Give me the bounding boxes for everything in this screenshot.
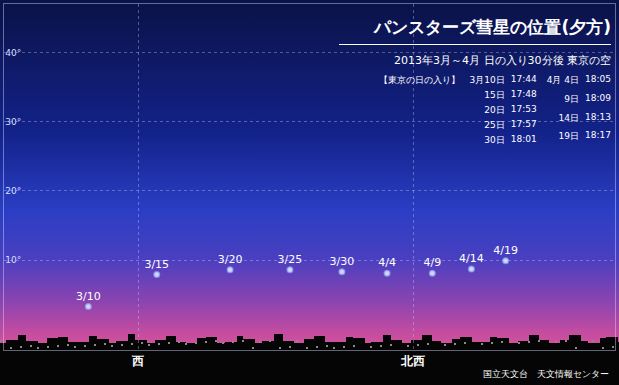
html-text:14日: 14日: [558, 112, 580, 123]
svg-text:40°: 40°: [5, 48, 21, 58]
html-text:9日: 9日: [564, 93, 580, 104]
svg-text:3/10: 3/10: [76, 290, 101, 303]
html-text:18:09: 18:09: [585, 92, 611, 103]
html-text:4月 4日: 4月 4日: [546, 75, 580, 85]
html-text:30日: 30日: [484, 135, 505, 145]
html-text:17:57: 17:57: [510, 119, 537, 129]
html-text:17:53: 17:53: [510, 104, 537, 114]
html-text:18:05: 18:05: [585, 74, 611, 84]
svg-text:4/19: 4/19: [493, 244, 518, 257]
svg-text:3/25: 3/25: [278, 253, 303, 266]
svg-text:4/14: 4/14: [459, 252, 484, 265]
html-text:3月10日: 3月10日: [469, 75, 505, 85]
svg-text:3/20: 3/20: [218, 253, 243, 266]
svg-text:北西: 北西: [400, 354, 425, 368]
html-text:パンスターズ彗星の位置(夕方): パンスターズ彗星の位置(夕方): [374, 17, 611, 37]
html-text:18:17: 18:17: [585, 130, 611, 141]
svg-text:20°: 20°: [5, 186, 21, 196]
html-text:25日: 25日: [484, 120, 505, 130]
svg-text:30°: 30°: [5, 117, 21, 127]
svg-text:4/4: 4/4: [378, 256, 396, 269]
html-text:15日: 15日: [484, 90, 505, 100]
html-text:【東京の日の入り】: 【東京の日の入り】: [378, 75, 460, 85]
html-text:19日: 19日: [558, 131, 580, 142]
svg-text:3/30: 3/30: [330, 255, 355, 268]
svg-text:3/15: 3/15: [144, 258, 169, 271]
html-text:18:01: 18:01: [510, 134, 537, 144]
html-text:17:48: 17:48: [510, 89, 537, 99]
html-text:18:13: 18:13: [585, 111, 611, 122]
html-text:17:44: 17:44: [510, 74, 537, 84]
svg-text:西: 西: [131, 354, 144, 368]
html-text:2013年3月～4月 日の入り30分後 東京の空: 2013年3月～4月 日の入り30分後 東京の空: [394, 54, 611, 67]
svg-text:10°: 10°: [5, 255, 21, 265]
svg-text:4/9: 4/9: [423, 256, 441, 269]
html-text:20日: 20日: [484, 105, 505, 115]
html-text:国立天文台 天文情報センター: 国立天文台 天文情報センター: [483, 369, 609, 379]
